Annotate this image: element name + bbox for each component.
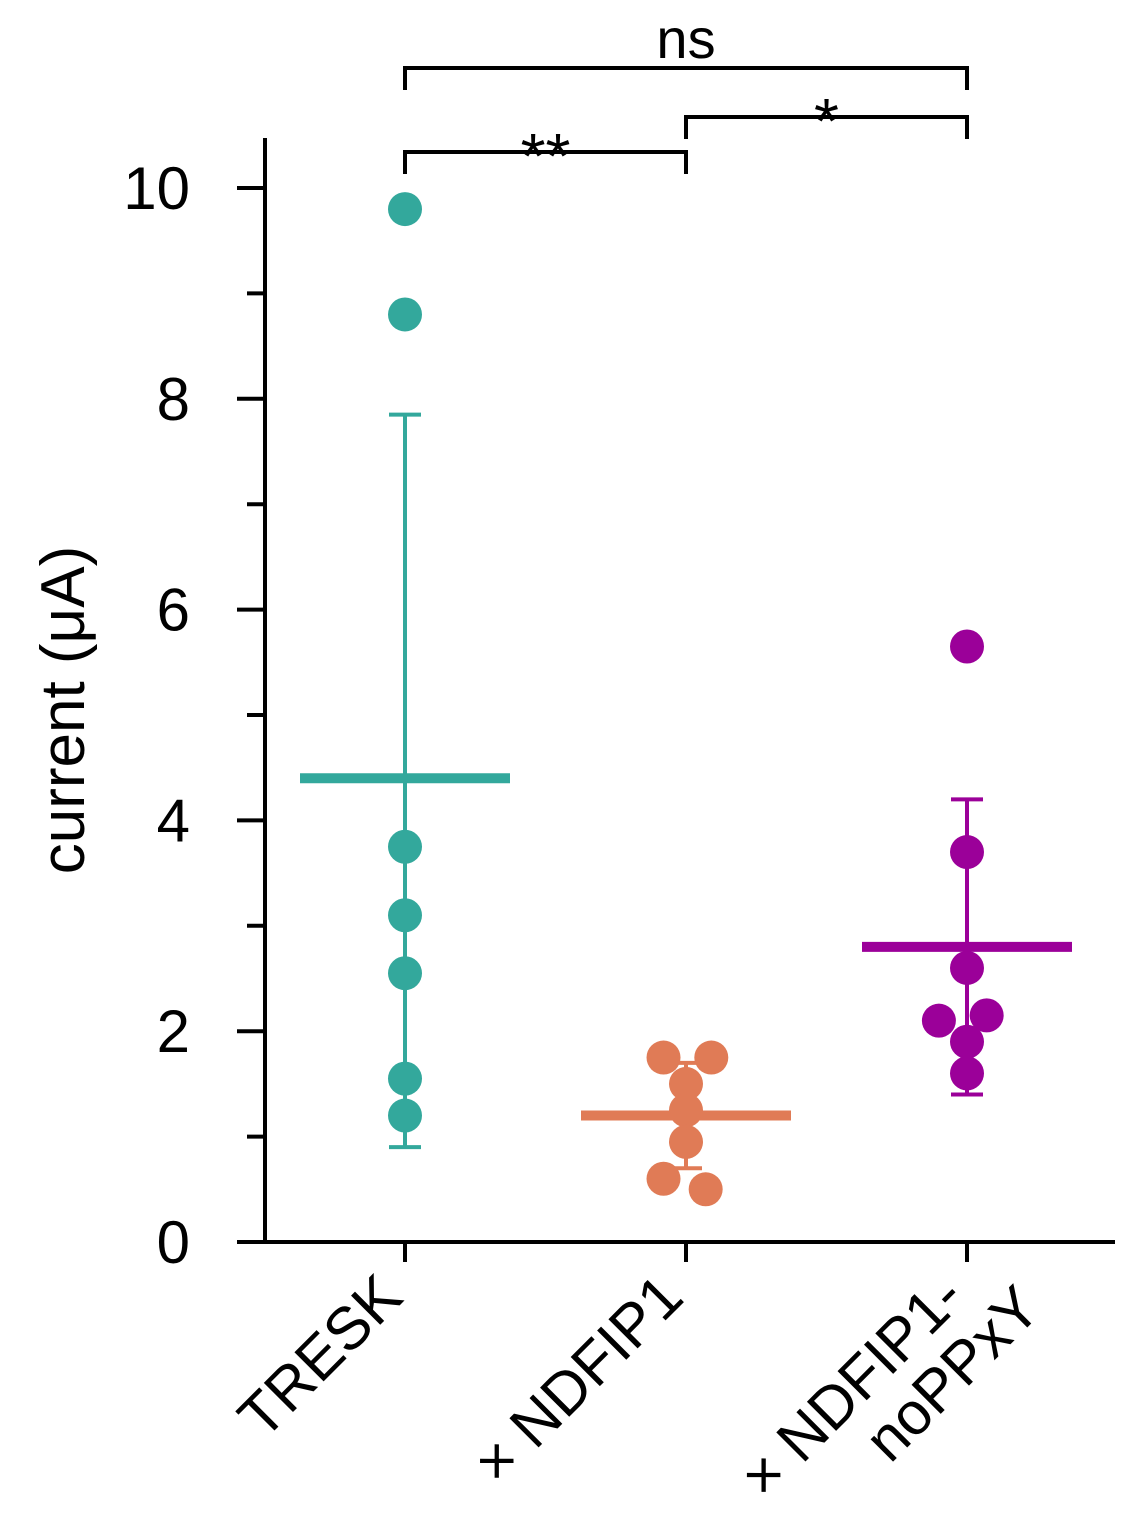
x-category-label: × NDFIP1-noPPxY: [727, 1229, 1052, 1539]
y-tick-label: 2: [157, 998, 190, 1065]
data-point: [388, 1061, 422, 1096]
data-point: [669, 1066, 703, 1101]
data-point: [646, 1040, 681, 1075]
x-category-label: TRESK: [225, 1262, 414, 1451]
significance-label: *: [814, 85, 839, 157]
y-tick-label: 0: [157, 1209, 190, 1276]
significance-label: ns: [656, 7, 715, 70]
significance-bracket: [403, 150, 688, 174]
data-point: [950, 950, 984, 985]
data-point: [669, 1124, 703, 1159]
data-point: [950, 1024, 984, 1059]
error-bars: [389, 412, 983, 1171]
significance-bracket: [684, 115, 969, 139]
data-point: [694, 1040, 729, 1075]
data-point: [646, 1161, 681, 1196]
data-point: [950, 629, 984, 664]
significance-bracket: [403, 66, 969, 90]
data-point: [388, 297, 422, 332]
y-tick-label: 4: [157, 787, 190, 854]
y-tick-label: 10: [123, 155, 190, 222]
y-tick-label: 6: [157, 577, 190, 644]
data-point: [388, 898, 422, 933]
data-point: [388, 829, 422, 864]
data-point: [388, 192, 422, 227]
x-category-label: × NDFIP1: [460, 1262, 695, 1497]
data-point: [950, 835, 984, 870]
data-point: [388, 1098, 422, 1133]
y-tick-label: 8: [157, 366, 190, 433]
data-point: [388, 956, 422, 991]
data-point: [688, 1172, 723, 1207]
data-point: [950, 1056, 984, 1091]
data-point: [669, 1093, 703, 1128]
mean-lines: [300, 773, 1072, 1121]
significance-label: **: [521, 120, 571, 192]
x-category-label-line: × NDFIP1: [460, 1262, 695, 1497]
data-point: [921, 1003, 956, 1038]
y-axis-title: current (μA): [29, 546, 98, 875]
data-point: [969, 998, 1004, 1033]
x-category-label-line: TRESK: [225, 1262, 414, 1451]
significance-brackets: ** *ns: [403, 7, 969, 192]
data-points: [388, 192, 1004, 1207]
